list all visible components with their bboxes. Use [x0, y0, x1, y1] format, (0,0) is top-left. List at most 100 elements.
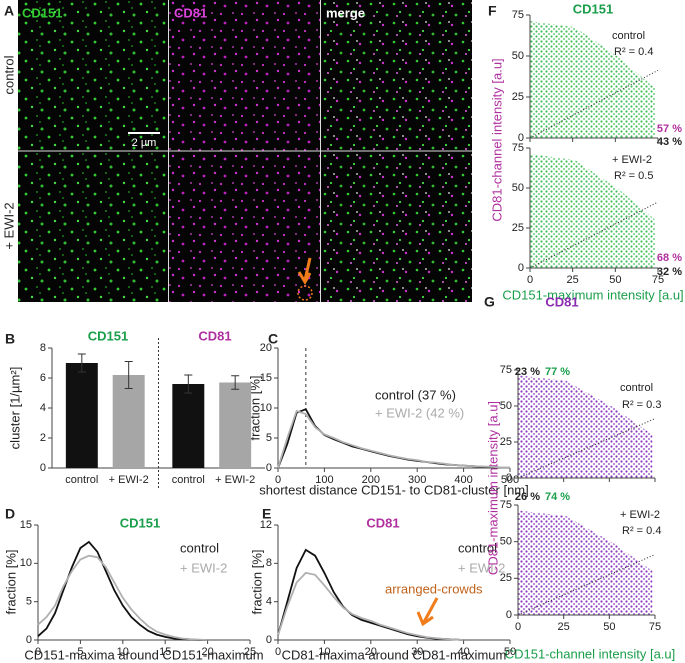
y-tick-label: 4: [40, 402, 46, 414]
x-tick-label: 300: [408, 474, 426, 486]
y-axis-label: CD81-maximum intensity [a.u]: [485, 401, 500, 575]
y-tick-label: 0: [266, 634, 272, 646]
r-squared: R² = 0.3: [622, 399, 661, 411]
point-cloud: [530, 154, 656, 268]
panel-label: C: [268, 331, 278, 347]
y-axis-label: fraction [%]: [3, 549, 18, 614]
y-tick-label: 10: [20, 557, 32, 569]
chart-title: CD81: [545, 294, 578, 309]
x-tick-label: 30: [411, 646, 423, 658]
x-tick-label: control: [172, 474, 205, 486]
percentage: 74 %: [545, 491, 570, 503]
arrow: [416, 597, 439, 627]
scale-bar-label: 2 µm: [132, 137, 157, 149]
chart-title: CD81: [366, 515, 399, 530]
condition-label: control: [620, 382, 653, 394]
panel-label: B: [5, 331, 15, 347]
highlight-circle: [297, 285, 313, 301]
x-tick-label: 0: [275, 474, 281, 486]
x-tick-label: 0: [515, 621, 521, 633]
y-axis-label: cluster [1/µm²]: [7, 367, 22, 450]
channel-label: merge: [326, 5, 365, 20]
x-tick-label: 40: [457, 646, 469, 658]
x-tick-label: 25: [567, 274, 579, 286]
x-tick-label: 50: [603, 621, 615, 633]
bar: [65, 363, 98, 468]
x-axis-label: CD81-maxima around CD81-maximum: [282, 647, 507, 662]
x-tick-label: 10: [117, 646, 129, 658]
percentage: 23 %: [515, 366, 540, 378]
bar: [112, 375, 145, 468]
y-tick-label: 6: [40, 372, 46, 384]
y-tick-label: 0: [506, 609, 512, 621]
condition-label: control: [1, 55, 16, 94]
x-axis-label: CD151-maximum intensity [a.u]: [502, 287, 683, 302]
error-bar: [124, 361, 133, 389]
series-line: [37, 554, 208, 641]
x-tick-label: + EWI-2: [109, 474, 149, 486]
y-tick-label: 50: [500, 400, 512, 412]
y-tick-label: 75: [500, 364, 512, 376]
panel-label: A: [4, 3, 14, 19]
y-tick-label: 15: [20, 519, 32, 531]
percentage: 77 %: [545, 366, 570, 378]
x-tick-label: 75: [649, 621, 661, 633]
condition-label: + EWI-2: [1, 202, 16, 249]
y-axis-label: fraction [%]: [249, 549, 264, 614]
x-tick-label: 10: [318, 646, 330, 658]
group-label: CD151: [88, 328, 128, 343]
y-tick-label: 75: [512, 9, 524, 21]
x-tick-label: 15: [159, 646, 171, 658]
legend-label: + EWI-2: [458, 560, 505, 575]
chart-title: CD151: [573, 1, 613, 16]
y-tick-label: 0: [266, 462, 272, 474]
r-squared: R² = 0.4: [622, 525, 661, 537]
y-tick-label: 0: [26, 634, 32, 646]
bar: [219, 382, 252, 468]
y-tick-label: 5: [26, 596, 32, 608]
y-tick-label: 0: [518, 132, 524, 144]
y-tick-label: 5: [266, 432, 272, 444]
x-axis-label: CD151-channel intensity [a.u]: [505, 646, 676, 661]
percentage: 26 %: [515, 491, 540, 503]
y-tick-label: 12: [260, 519, 272, 531]
point-cloud: [518, 510, 653, 615]
x-tick-label: 200: [362, 474, 380, 486]
point-cloud: [518, 375, 653, 478]
x-tick-label: 0: [275, 646, 281, 658]
y-tick-label: 8: [40, 342, 46, 354]
series-line: [277, 571, 464, 641]
x-tick-label: + EWI-2: [215, 474, 255, 486]
condition-label: control: [612, 30, 645, 42]
series-line: [37, 540, 208, 641]
y-tick-label: 50: [500, 536, 512, 548]
y-tick-label: 25: [512, 91, 524, 103]
x-tick-label: 25: [244, 646, 256, 658]
y-axis-label: fraction [%]: [247, 375, 262, 440]
condition-label: + EWI-2: [612, 154, 652, 166]
condition-label: + EWI-2: [620, 509, 660, 521]
legend-label: control: [458, 540, 497, 555]
trend-line: [529, 69, 659, 139]
percentage: 43 %: [657, 136, 682, 148]
arrow: [297, 257, 312, 285]
percentage: 32 %: [657, 266, 682, 278]
y-tick-label: 25: [500, 572, 512, 584]
legend-label: control: [180, 540, 219, 555]
x-tick-label: 20: [365, 646, 377, 658]
x-tick-label: 500: [501, 474, 519, 486]
x-tick-label: 5: [77, 646, 83, 658]
y-tick-label: 50: [512, 50, 524, 62]
x-tick-label: 400: [454, 474, 472, 486]
y-tick-label: 25: [512, 222, 524, 234]
error-bar: [77, 353, 86, 373]
error-bar: [184, 374, 193, 394]
x-tick-label: control: [65, 474, 98, 486]
x-axis-label: CD151-maxima around CD151-maximum: [24, 647, 263, 662]
percentage: 68 %: [657, 252, 682, 264]
y-tick-label: 8: [266, 557, 272, 569]
r-squared: R² = 0.4: [614, 46, 653, 58]
trend-line: [517, 418, 656, 479]
y-tick-label: 75: [512, 142, 524, 154]
